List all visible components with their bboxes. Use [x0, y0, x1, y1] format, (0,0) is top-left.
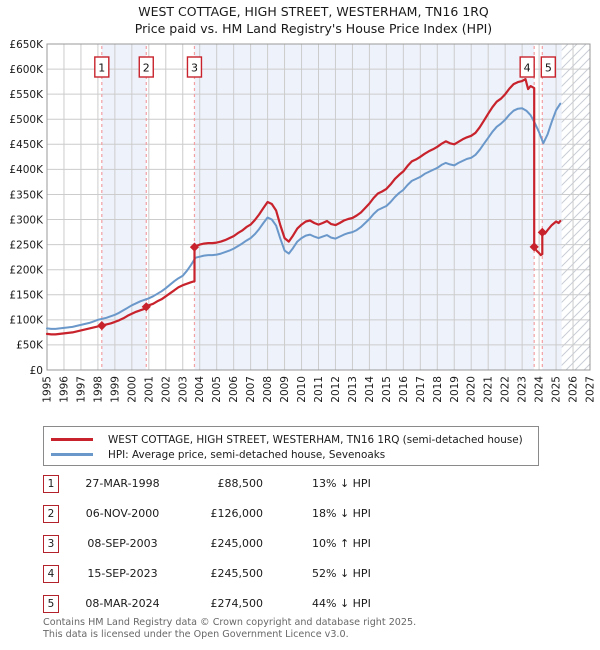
svg-text:2015: 2015	[381, 376, 393, 403]
svg-text:4: 4	[524, 62, 531, 75]
sale-price: £88,500	[217, 477, 264, 490]
svg-text:1995: 1995	[42, 376, 54, 403]
svg-text:2027: 2027	[585, 376, 597, 403]
sale-row-3: 3 08-SEP-2003 £245,000 10% ↑ HPI	[0, 535, 600, 553]
svg-text:2016: 2016	[398, 376, 410, 403]
svg-text:2012: 2012	[330, 376, 342, 403]
svg-text:£100K: £100K	[9, 315, 44, 327]
sale-row-4: 4 15-SEP-2023 £245,500 52% ↓ HPI	[0, 565, 600, 583]
svg-text:1997: 1997	[75, 376, 87, 403]
legend-label-property: WEST COTTAGE, HIGH STREET, WESTERHAM, TN…	[108, 433, 523, 446]
license-footer: Contains HM Land Registry data © Crown c…	[43, 617, 416, 640]
blue-line-swatch	[51, 453, 93, 456]
svg-text:£600K: £600K	[9, 64, 44, 76]
sale-number-badge: 2	[43, 505, 59, 523]
svg-text:2: 2	[143, 62, 150, 75]
svg-text:£50K: £50K	[16, 340, 44, 352]
sale-price: £274,500	[210, 597, 264, 610]
svg-text:2005: 2005	[211, 376, 223, 403]
sale-hpi-delta: 13% ↓ HPI	[312, 477, 371, 490]
svg-text:2000: 2000	[126, 376, 138, 403]
svg-text:2006: 2006	[228, 376, 240, 403]
svg-text:2007: 2007	[245, 376, 257, 403]
sale-number-badge: 3	[43, 535, 59, 553]
svg-text:3: 3	[191, 62, 198, 75]
svg-text:£300K: £300K	[9, 214, 44, 226]
red-line-swatch	[51, 438, 93, 441]
svg-text:2002: 2002	[160, 376, 172, 403]
legend-item-property: WEST COTTAGE, HIGH STREET, WESTERHAM, TN…	[51, 432, 523, 447]
svg-text:£650K: £650K	[9, 39, 44, 51]
sale-hpi-delta: 18% ↓ HPI	[312, 507, 371, 520]
svg-text:£550K: £550K	[9, 89, 44, 101]
svg-text:2026: 2026	[568, 376, 580, 403]
sale-hpi-delta: 52% ↓ HPI	[312, 567, 371, 580]
page-title: WEST COTTAGE, HIGH STREET, WESTERHAM, TN…	[138, 4, 489, 19]
sale-date: 06-NOV-2000	[85, 507, 160, 520]
legend-item-hpi: HPI: Average price, semi-detached house,…	[51, 447, 385, 462]
svg-text:2021: 2021	[483, 376, 495, 403]
sale-row-5: 5 08-MAR-2024 £274,500 44% ↓ HPI	[0, 595, 600, 613]
sale-price: £245,000	[210, 537, 264, 550]
svg-text:2023: 2023	[517, 376, 529, 403]
svg-text:2008: 2008	[262, 376, 274, 403]
svg-text:£150K: £150K	[9, 290, 44, 302]
svg-text:1: 1	[98, 62, 105, 75]
sale-price: £245,500	[210, 567, 264, 580]
svg-text:2017: 2017	[415, 376, 427, 403]
legend: WEST COTTAGE, HIGH STREET, WESTERHAM, TN…	[43, 426, 539, 466]
sale-row-1: 1 27-MAR-1998 £88,500 13% ↓ HPI	[0, 475, 600, 493]
svg-text:5: 5	[545, 62, 552, 75]
svg-text:1998: 1998	[92, 376, 104, 403]
svg-text:2020: 2020	[466, 376, 478, 403]
svg-text:£0: £0	[30, 365, 43, 377]
sale-date: 15-SEP-2023	[87, 567, 158, 580]
svg-text:£200K: £200K	[9, 264, 44, 276]
svg-text:2010: 2010	[296, 376, 308, 403]
page-subtitle: Price paid vs. HM Land Registry's House …	[134, 21, 493, 36]
svg-text:2009: 2009	[279, 376, 291, 403]
svg-text:1996: 1996	[58, 376, 70, 403]
sale-number-badge: 5	[43, 595, 59, 613]
sale-number-badge: 4	[43, 565, 59, 583]
svg-text:1999: 1999	[109, 376, 121, 403]
svg-text:2001: 2001	[143, 376, 155, 403]
svg-text:2014: 2014	[364, 376, 376, 403]
sale-number-badge: 1	[43, 475, 59, 493]
sale-hpi-delta: 44% ↓ HPI	[312, 597, 371, 610]
footer-line-2: This data is licensed under the Open Gov…	[43, 628, 349, 640]
svg-text:£400K: £400K	[9, 164, 44, 176]
svg-text:£500K: £500K	[9, 114, 44, 126]
sale-price: £126,000	[210, 507, 264, 520]
svg-text:2018: 2018	[432, 376, 444, 403]
svg-text:2011: 2011	[313, 376, 325, 403]
svg-text:2003: 2003	[177, 376, 189, 403]
footer-line-1: Contains HM Land Registry data © Crown c…	[43, 617, 417, 628]
svg-text:2025: 2025	[551, 376, 563, 403]
sale-row-2: 2 06-NOV-2000 £126,000 18% ↓ HPI	[0, 505, 600, 523]
svg-text:2019: 2019	[449, 376, 461, 403]
sale-hpi-delta: 10% ↑ HPI	[312, 537, 371, 550]
svg-text:2013: 2013	[347, 376, 359, 403]
svg-text:2024: 2024	[534, 376, 546, 403]
svg-text:2004: 2004	[194, 376, 206, 403]
svg-text:£450K: £450K	[9, 139, 44, 151]
legend-label-hpi: HPI: Average price, semi-detached house,…	[108, 448, 386, 461]
svg-text:2022: 2022	[500, 376, 512, 403]
sale-date: 08-MAR-2024	[85, 597, 160, 610]
svg-text:£350K: £350K	[9, 189, 44, 201]
svg-text:£250K: £250K	[9, 239, 44, 251]
price-chart: 1 2 3 4 5 £0 £50K £100K £150K £200K £250K £300K £350…	[9, 39, 597, 403]
sale-date: 08-SEP-2003	[87, 537, 158, 550]
sale-date: 27-MAR-1998	[85, 477, 160, 490]
